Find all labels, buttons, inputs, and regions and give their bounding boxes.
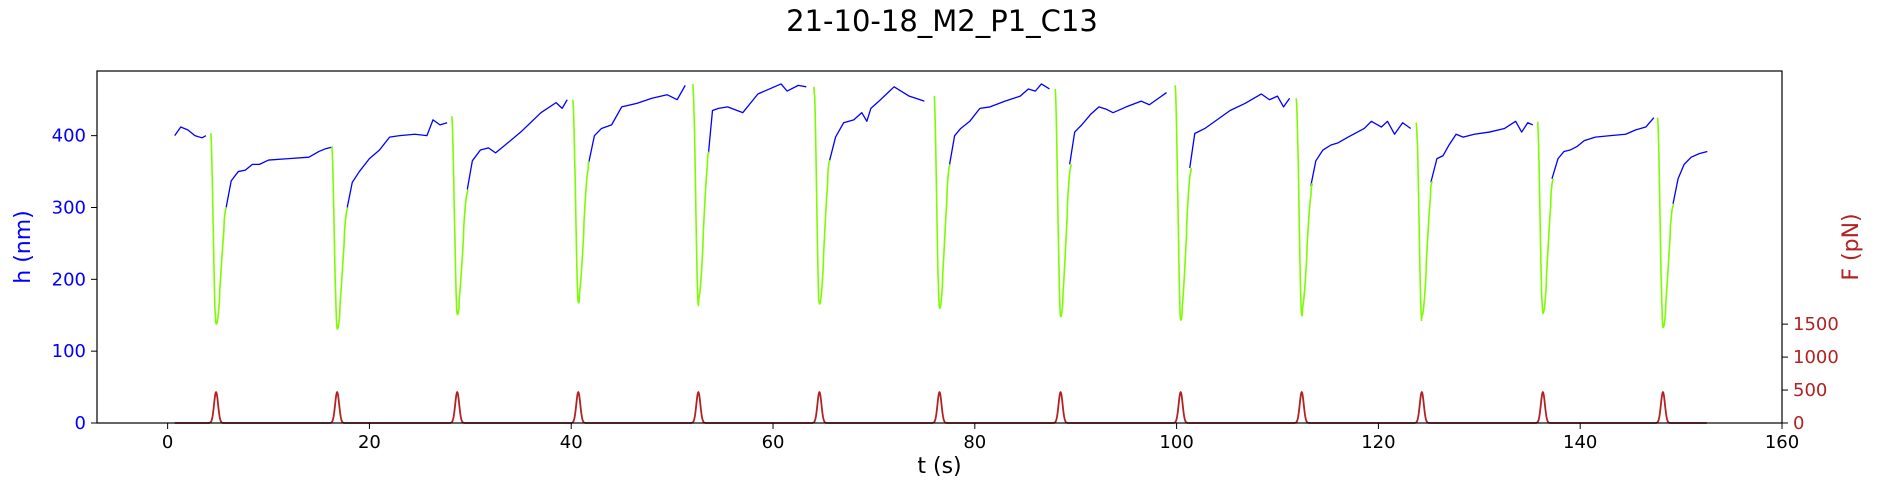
x-axis: 0 20 40 60 80 100 120 140 160 [162,423,1799,453]
pulse-dip-7 [933,95,951,309]
chart-title: 21-10-18_M2_P1_C13 [786,4,1098,38]
height-segment-6 [707,83,807,154]
x-tick-label: 80 [963,432,986,453]
y-axis-label-right: F (pN) [1839,213,1864,280]
y-left-tick-label: 100 [52,341,86,362]
height-segment-4 [466,99,568,190]
height-segment-13 [1551,117,1655,179]
x-tick-label: 40 [560,432,583,453]
y-left-tick-label: 200 [52,269,86,290]
height-segment-7 [828,86,925,161]
height-segment-12 [1430,120,1534,183]
y-left-tick-label: 0 [75,413,86,434]
pulse-dip-11 [1415,122,1434,322]
x-tick-label: 120 [1361,432,1395,453]
pulse-dip-8 [1054,88,1072,318]
y-left-tick-label: 400 [52,126,86,147]
plot-area [174,83,1708,424]
y-right-tick-label: 1500 [1793,314,1839,335]
x-tick-label: 160 [1765,432,1799,453]
y-axis-label-left: h (nm) [11,210,36,283]
x-tick-label: 140 [1563,432,1597,453]
pulse-dip-5 [692,83,710,307]
height-segment-9 [1069,92,1167,165]
x-tick-label: 60 [762,432,785,453]
plot-frame [96,70,1783,424]
pulse-dip-6 [813,86,831,305]
y-right-tick-label: 0 [1793,413,1804,434]
height-segment-14 [1672,150,1708,205]
height-segment-8 [948,83,1050,165]
pulse-dip-2 [330,146,349,330]
height-segment-10 [1189,93,1291,169]
force-trace [174,391,1708,424]
height-segment-3 [346,119,448,208]
x-tick-label: 100 [1159,432,1193,453]
pulse-dip-1 [209,133,228,325]
height-segment-5 [587,85,686,165]
pulse-dip-10 [1295,98,1314,317]
pulse-dip-4 [571,99,590,304]
pulse-dip-9 [1174,85,1193,321]
height-segment-2 [225,146,333,208]
height-segment-11 [1310,120,1412,187]
x-axis-label: t (s) [917,454,961,479]
x-tick-label: 20 [358,432,381,453]
y-right-tick-label: 500 [1793,380,1827,401]
y-left-tick-label: 300 [52,197,86,218]
x-tick-label: 0 [162,432,173,453]
y-right-tick-label: 1000 [1793,347,1839,368]
pulse-dip-13 [1656,117,1675,329]
y-axis-left: 0 100 200 300 400 [52,126,97,434]
y-axis-right: 0 500 1000 1500 [1782,314,1839,434]
height-segment-1 [174,126,207,139]
pulse-dip-3 [450,116,469,316]
pulse-dip-12 [1536,121,1555,315]
